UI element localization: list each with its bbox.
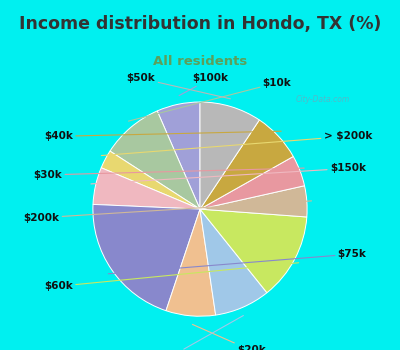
- Wedge shape: [110, 111, 200, 209]
- Text: $40k: $40k: [44, 131, 281, 141]
- Text: $20k: $20k: [192, 324, 266, 350]
- Text: City-Data.com: City-Data.com: [296, 95, 350, 104]
- Text: > $200k: > $200k: [101, 131, 372, 155]
- Text: $125k: $125k: [152, 316, 243, 350]
- Text: $150k: $150k: [91, 163, 366, 184]
- Wedge shape: [93, 168, 200, 209]
- Text: $75k: $75k: [108, 249, 366, 274]
- Text: Income distribution in Hondo, TX (%): Income distribution in Hondo, TX (%): [19, 15, 381, 33]
- Wedge shape: [93, 204, 200, 311]
- Wedge shape: [200, 209, 267, 315]
- Wedge shape: [200, 186, 307, 217]
- Text: $30k: $30k: [34, 168, 304, 180]
- Wedge shape: [166, 209, 216, 316]
- Text: $50k: $50k: [127, 74, 230, 99]
- Text: All residents: All residents: [153, 55, 247, 68]
- Text: $60k: $60k: [44, 263, 299, 291]
- Wedge shape: [157, 102, 200, 209]
- Wedge shape: [200, 120, 293, 209]
- Wedge shape: [101, 151, 200, 209]
- Wedge shape: [200, 102, 259, 209]
- Text: $200k: $200k: [24, 201, 312, 223]
- Wedge shape: [200, 156, 304, 209]
- Wedge shape: [200, 209, 307, 293]
- Text: $10k: $10k: [128, 78, 292, 121]
- Text: $100k: $100k: [179, 74, 229, 96]
